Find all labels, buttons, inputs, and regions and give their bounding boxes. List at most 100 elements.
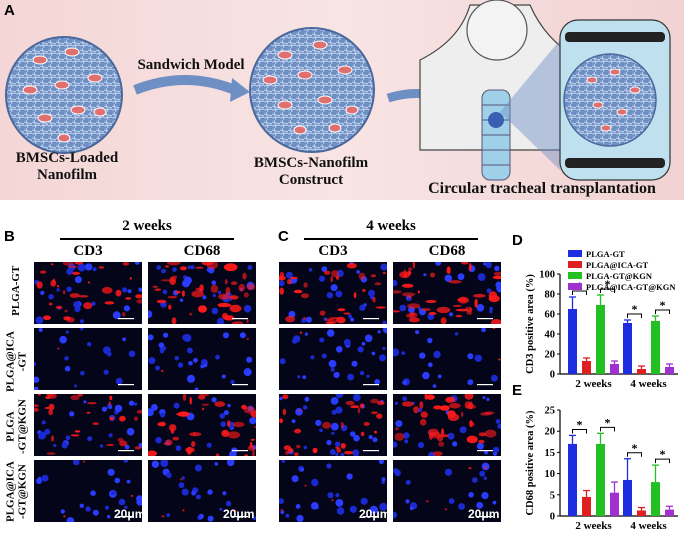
significance-bracket	[600, 288, 615, 293]
panel-a-illustration	[5, 0, 671, 181]
construct-label-line2: Construct	[278, 171, 344, 188]
transplant-label: Circular tracheal transplantation	[428, 180, 656, 197]
fluorescence-micrograph	[279, 394, 387, 456]
fluorescence-micrograph	[34, 328, 142, 390]
bar	[665, 509, 674, 516]
panel-c-label: C	[278, 228, 289, 245]
fluorescence-micrograph	[393, 394, 501, 456]
fluorescence-micrograph	[393, 328, 501, 390]
fluorescence-micrograph	[393, 262, 501, 324]
bar	[665, 367, 674, 374]
bar	[623, 479, 632, 516]
panel-e-label: E	[512, 382, 523, 399]
fluorescence-micrograph	[279, 460, 387, 522]
y-tick-label: 20	[545, 427, 556, 438]
construct-label-line1: BMSCs-Nanofilm	[253, 155, 369, 171]
fluorescence-micrograph	[393, 460, 501, 522]
panel-c-col-cd3: CD3	[318, 243, 348, 259]
significance-star: *	[660, 447, 666, 461]
nanofilm-disc	[5, 36, 123, 154]
y-tick-label: 100	[539, 270, 555, 281]
scale-bar-label: 20μm	[468, 507, 500, 521]
chart-cd68: 0 5 10 15 20 25 CD68 positive area (%) * * 2 week…	[525, 406, 678, 532]
y-tick-label: 40	[545, 330, 556, 341]
bar	[610, 364, 619, 374]
scale-bar-label: 20μm	[359, 507, 391, 521]
panel-b-col-cd68: CD68	[183, 243, 221, 259]
significance-bracket	[572, 290, 587, 295]
y-tick-label: 10	[545, 469, 556, 480]
scale-bar-label: 20μm	[223, 507, 255, 521]
legend-swatch	[568, 272, 582, 279]
scale-bar-label: 20μm	[114, 507, 146, 521]
panel-c-time: 4 weeks	[366, 218, 416, 234]
y-tick-label: 0	[550, 512, 555, 523]
bar	[651, 482, 660, 516]
category-label: 4 weeks	[630, 520, 667, 532]
significance-star: *	[605, 415, 611, 429]
y-tick-label: 0	[550, 370, 555, 381]
y-tick-label: 80	[545, 290, 556, 301]
panel-c-col-cd68: CD68	[428, 243, 466, 259]
bar	[637, 369, 646, 374]
bar	[651, 321, 660, 374]
sandwich-model-label: Sandwich Model	[137, 57, 245, 73]
significance-bracket	[600, 426, 615, 432]
significance-star: *	[632, 302, 638, 316]
significance-bracket	[627, 452, 642, 457]
significance-star: *	[577, 417, 583, 431]
significance-bracket	[655, 458, 670, 464]
legend-swatch	[568, 283, 582, 290]
fluorescence-micrograph	[34, 262, 142, 324]
y-tick-label: 60	[545, 310, 556, 321]
row-label-plga-ica-gt-kgn: PLGA@ICA -GT@KGN	[4, 461, 28, 523]
bar	[582, 496, 591, 516]
fluorescence-micrograph	[148, 328, 256, 390]
bar	[582, 361, 591, 374]
row-label-plga-ica-gt: PLGA@ICA -GT	[4, 331, 28, 393]
category-label: 4 weeks	[630, 378, 667, 390]
significance-bracket	[627, 313, 642, 318]
row-label-plga-gt: PLGA-GT	[10, 265, 23, 316]
significance-star: *	[605, 277, 611, 291]
panel-b-time: 2 weeks	[122, 218, 172, 234]
y-tick-label: 25	[545, 406, 556, 417]
bar	[610, 492, 619, 516]
y-axis-label: CD3 positive area (%)	[525, 274, 536, 374]
bar	[637, 510, 646, 516]
fluorescence-micrograph	[34, 394, 142, 456]
construct-disc	[249, 27, 375, 153]
legend-label: PLGA@ICA-GT	[586, 260, 649, 270]
bar	[596, 443, 605, 516]
significance-bracket	[655, 309, 670, 314]
bar	[568, 309, 577, 374]
fluorescence-micrograph	[148, 262, 256, 324]
y-tick-label: 15	[545, 448, 556, 459]
nanofilm-label: BMSCs-Loaded Nanofilm	[4, 150, 130, 184]
legend-swatch	[568, 250, 582, 257]
fluorescence-micrograph	[148, 460, 256, 522]
fluorescence-micrograph	[279, 328, 387, 390]
significance-star: *	[632, 441, 638, 455]
row-label-plga-gt-kgn: PLGA -GT@KGN	[4, 399, 28, 454]
magnified-trachea	[559, 19, 671, 181]
category-label: 2 weeks	[575, 378, 612, 390]
rabbit-illustration	[419, 0, 581, 181]
panel-d-label: D	[512, 232, 523, 249]
legend-swatch	[568, 261, 582, 268]
bar	[623, 323, 632, 374]
significance-bracket	[572, 428, 587, 434]
fluorescence-micrograph	[279, 262, 387, 324]
panel-c-underline	[304, 238, 478, 240]
bar	[596, 305, 605, 374]
y-tick-label: 5	[550, 490, 555, 501]
construct-label: BMSCs-Nanofilm Construct	[236, 155, 386, 189]
bar	[568, 443, 577, 516]
fluorescence-micrograph	[34, 460, 142, 522]
panel-b-col-cd3: CD3	[73, 243, 103, 259]
legend-label: PLGA-GT	[586, 249, 625, 259]
panel-b-underline	[60, 238, 234, 240]
arrow-sandwich	[133, 75, 237, 95]
nanofilm-label-line2: Nanofilm	[37, 166, 97, 183]
